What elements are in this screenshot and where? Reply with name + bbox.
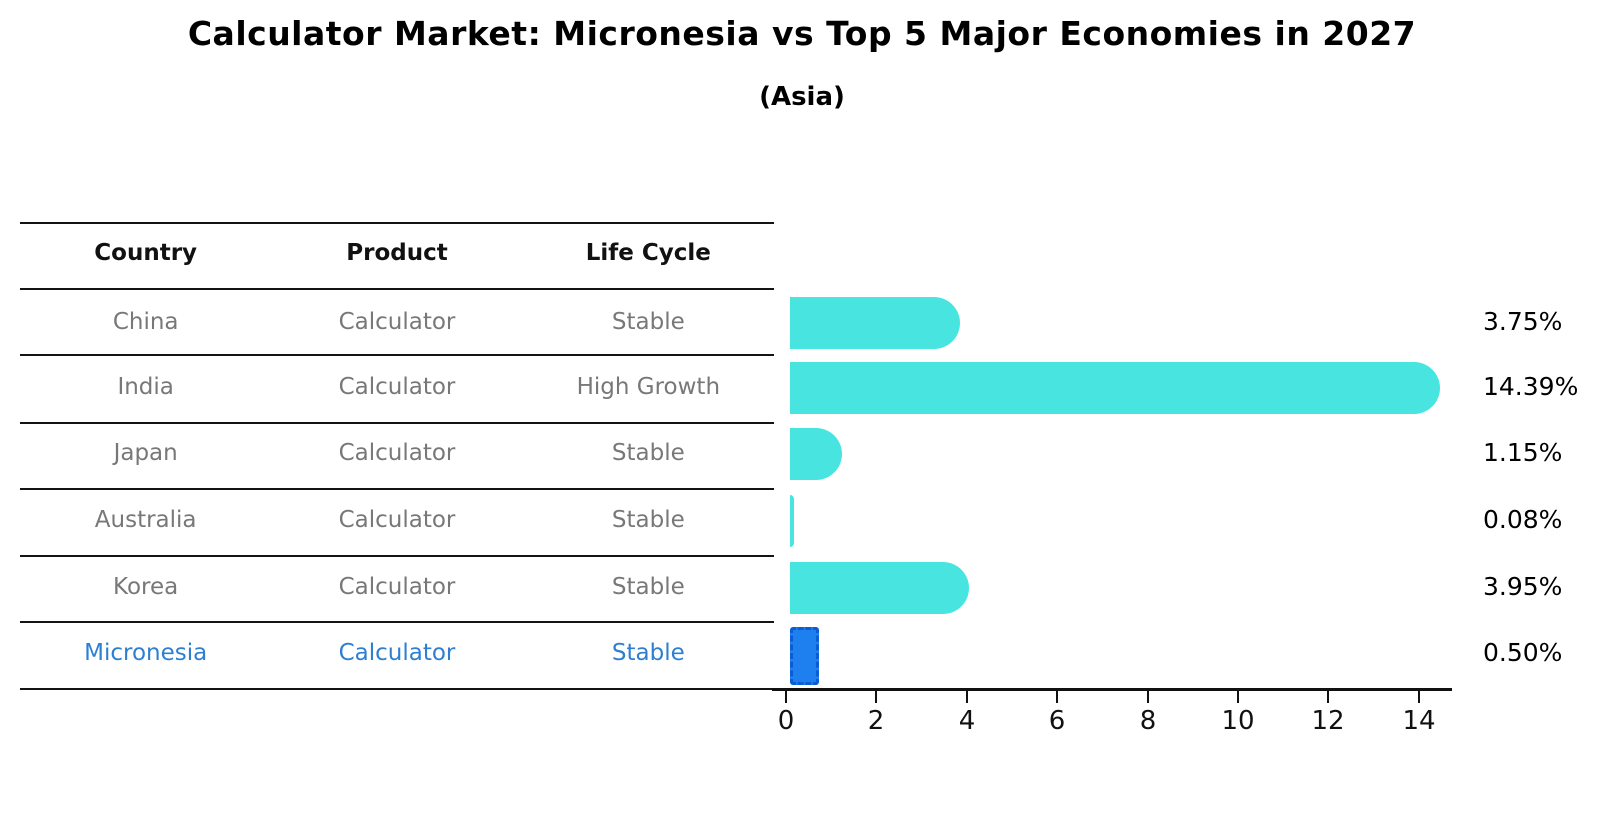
bar-micronesia <box>790 627 819 685</box>
table-row-divider <box>20 621 774 623</box>
table-row-divider <box>20 488 774 490</box>
x-tick <box>1056 691 1058 703</box>
table-row-divider <box>20 354 774 356</box>
table-border-bottom <box>20 688 774 690</box>
table-row: Australia Calculator Stable <box>20 504 774 536</box>
value-label: 3.95% <box>1483 572 1563 601</box>
cell-product: Calculator <box>338 640 456 666</box>
x-tick-label: 6 <box>1048 706 1066 736</box>
table-row: Japan Calculator Stable <box>20 437 774 469</box>
cell-life-cycle: Stable <box>611 507 685 533</box>
chart-title: Calculator Market: Micronesia vs Top 5 M… <box>187 14 1417 53</box>
table-border-top <box>20 222 774 224</box>
x-tick <box>1147 691 1149 703</box>
x-axis-line <box>772 688 1452 691</box>
chart-subtitle: (Asia) <box>759 82 845 112</box>
bar-china <box>790 297 960 349</box>
bar-japan <box>790 428 842 480</box>
table-row: China Calculator Stable <box>20 306 774 338</box>
table-header-row: Country Product Life Cycle <box>20 237 774 269</box>
cell-country: Korea <box>113 574 179 600</box>
cell-country: Australia <box>94 507 197 533</box>
table-row-divider <box>20 422 774 424</box>
value-label: 14.39% <box>1483 372 1579 401</box>
x-tick-label: 0 <box>777 706 795 736</box>
cell-product: Calculator <box>338 374 456 400</box>
cell-country: India <box>117 374 174 400</box>
value-label: 3.75% <box>1483 307 1563 336</box>
cell-product: Calculator <box>338 507 456 533</box>
cell-product: Calculator <box>338 309 456 335</box>
table-header-underline <box>20 288 774 290</box>
cell-life-cycle: High Growth <box>576 374 721 400</box>
x-tick-label: 4 <box>958 706 976 736</box>
value-label: 0.08% <box>1483 505 1563 534</box>
x-tick <box>966 691 968 703</box>
value-label: 1.15% <box>1483 438 1563 467</box>
cell-life-cycle: Stable <box>611 574 685 600</box>
cell-life-cycle: Stable <box>611 309 685 335</box>
table-row: Korea Calculator Stable <box>20 571 774 603</box>
table-row: India Calculator High Growth <box>20 371 774 403</box>
x-tick <box>1418 691 1420 703</box>
column-header-country: Country <box>94 240 198 266</box>
cell-life-cycle: Stable <box>611 440 685 466</box>
x-tick <box>785 691 787 703</box>
cell-life-cycle: Stable <box>611 640 685 666</box>
x-tick <box>1327 691 1329 703</box>
cell-country: Micronesia <box>84 640 208 666</box>
cell-country: Japan <box>113 440 178 466</box>
cell-product: Calculator <box>338 574 456 600</box>
x-tick-label: 2 <box>867 706 885 736</box>
bar-australia <box>790 495 794 547</box>
bar-india <box>790 362 1441 414</box>
table-row-divider <box>20 555 774 557</box>
value-label: 0.50% <box>1483 638 1563 667</box>
cell-product: Calculator <box>338 440 456 466</box>
x-tick-label: 8 <box>1139 706 1157 736</box>
x-tick-label: 14 <box>1402 706 1436 736</box>
column-header-product: Product <box>346 240 448 266</box>
cell-country: China <box>112 309 179 335</box>
column-header-life-cycle: Life Cycle <box>585 240 711 266</box>
x-tick-label: 12 <box>1311 706 1345 736</box>
table-row: Micronesia Calculator Stable <box>20 637 774 669</box>
x-tick <box>875 691 877 703</box>
bar-korea <box>790 562 969 614</box>
x-tick-label: 10 <box>1221 706 1255 736</box>
x-tick <box>1237 691 1239 703</box>
